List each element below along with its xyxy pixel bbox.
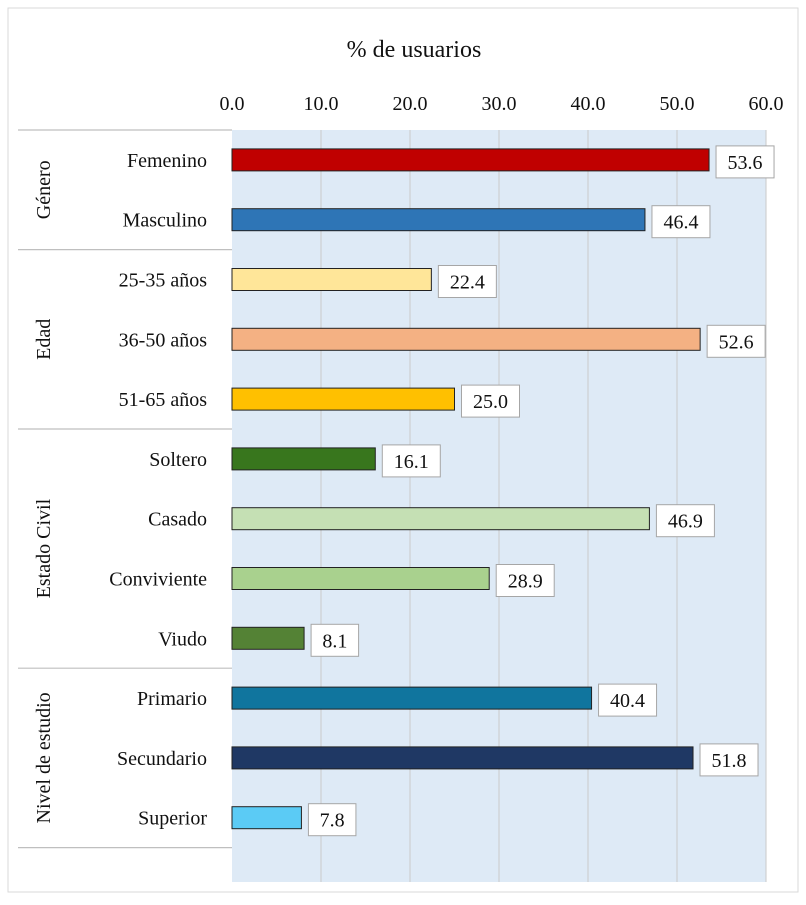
value-label-box <box>706 324 766 358</box>
value-label-box <box>598 683 658 717</box>
group-label: Estado Civil <box>33 498 55 598</box>
x-tick-label: 60.0 <box>749 93 784 115</box>
bar <box>231 746 694 770</box>
x-tick-label: 0.0 <box>220 93 245 115</box>
value-label-box <box>655 504 715 538</box>
value-label-box <box>310 623 360 657</box>
value-label: 28.9 <box>508 571 543 593</box>
value-label-box <box>461 384 520 418</box>
value-label: 53.6 <box>728 152 763 174</box>
value-label: 52.6 <box>719 331 754 353</box>
value-label-box <box>699 743 759 777</box>
chart-title: % de usuarios <box>347 37 482 63</box>
category-label: Casado <box>148 509 207 531</box>
bar <box>231 208 646 232</box>
value-label-box <box>495 564 555 597</box>
category-label: Superior <box>138 808 207 830</box>
bar <box>231 148 710 172</box>
bar <box>231 327 701 351</box>
category-label: Masculino <box>123 210 207 232</box>
value-label: 40.4 <box>610 690 645 712</box>
bar <box>231 507 650 531</box>
bar <box>231 447 376 471</box>
value-label: 8.1 <box>322 630 347 652</box>
x-tick-label: 10.0 <box>304 93 339 115</box>
value-label: 25.0 <box>473 391 508 413</box>
value-label: 51.8 <box>712 750 747 772</box>
value-label: 22.4 <box>450 272 485 294</box>
value-label: 46.4 <box>663 212 698 234</box>
bar <box>231 686 593 710</box>
category-label: Femenino <box>127 150 207 172</box>
bar <box>231 268 432 291</box>
category-label: 51-65 años <box>119 389 208 411</box>
category-label: Primario <box>137 688 207 710</box>
category-label: Viudo <box>158 628 207 650</box>
category-label: Conviviente <box>109 569 207 591</box>
x-tick-label: 50.0 <box>660 93 695 115</box>
value-label: 46.9 <box>668 511 703 533</box>
x-tick-label: 40.0 <box>571 93 606 115</box>
value-label-box <box>437 265 497 298</box>
bar <box>231 387 455 411</box>
bar <box>231 626 305 650</box>
category-label: 36-50 años <box>119 329 208 351</box>
category-label: Soltero <box>149 449 207 471</box>
value-label-box <box>715 145 775 179</box>
category-label: 25-35 años <box>119 270 208 292</box>
group-label: Edad <box>33 319 55 360</box>
group-label: Género <box>33 160 55 219</box>
value-label-box <box>381 444 441 478</box>
x-tick-label: 30.0 <box>482 93 517 115</box>
bar <box>231 567 490 590</box>
value-label-box <box>651 205 711 239</box>
category-label: Secundario <box>117 748 207 770</box>
value-label-box <box>307 803 357 837</box>
value-label: 16.1 <box>394 451 429 473</box>
x-tick-label: 20.0 <box>393 93 428 115</box>
value-label: 7.8 <box>320 810 345 832</box>
bar <box>231 806 302 830</box>
group-label: Nivel de estudio <box>33 692 55 823</box>
